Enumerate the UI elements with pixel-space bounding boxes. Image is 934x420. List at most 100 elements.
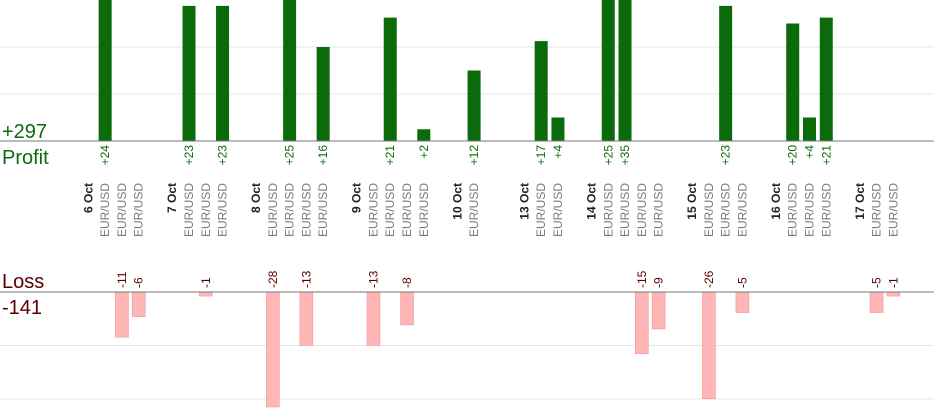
profit-value-label: +16 [316, 145, 330, 166]
date-label: 16 Oct [769, 183, 783, 220]
category-labels: EUR/USD EUR/USD EUR/USD EUR/USD EUR/USD EUR/U… [81, 183, 900, 237]
date-label: 8 Oct [249, 183, 263, 213]
pair-label: EUR/USD [182, 183, 196, 237]
loss-value-label: -26 [702, 270, 716, 288]
pair-label: EUR/USD [400, 183, 414, 237]
date-label: 6 Oct [81, 183, 95, 213]
loss-value-label: -11 [115, 271, 129, 288]
pair-label: EUR/USD [702, 183, 716, 237]
loss-value-label: -13 [299, 270, 313, 288]
pair-label: EUR/USD [551, 183, 565, 237]
loss-total: -141 [2, 297, 42, 319]
profit-value-label: +25 [601, 145, 615, 166]
pair-label: EUR/USD [534, 183, 548, 237]
profit-bar [216, 5, 230, 141]
loss-value-label: -15 [635, 270, 649, 288]
pair-label: EUR/USD [886, 183, 900, 237]
profit-value-label: +35 [618, 145, 632, 166]
loss-value-label: -5 [735, 277, 749, 288]
pair-label: EUR/USD [283, 183, 297, 237]
date-label: 7 Oct [165, 183, 179, 213]
loss-label: Loss [2, 271, 44, 293]
pair-label: EUR/USD [819, 183, 833, 237]
profit-value-label: +4 [551, 145, 565, 159]
date-label: 13 Oct [517, 183, 531, 220]
loss-bar [635, 291, 649, 354]
date-label: 10 Oct [450, 183, 464, 220]
profit-bar [383, 17, 397, 141]
profit-value-label: +23 [216, 145, 230, 166]
loss-bar [702, 291, 716, 400]
pair-label: EUR/USD [216, 183, 230, 237]
loss-value-label: -28 [266, 270, 280, 288]
date-label: 9 Oct [350, 183, 364, 213]
loss-bar [199, 291, 213, 297]
loss-value-label: -6 [132, 277, 146, 288]
loss-value-label: -5 [870, 277, 884, 288]
loss-value-label: -1 [199, 277, 213, 288]
profit-bar [417, 129, 431, 141]
profit-bar [802, 117, 816, 141]
profit-bar [283, 0, 297, 141]
pair-label: EUR/USD [802, 183, 816, 237]
value-labels: +24 -11 -6 +23 -1 +23 -28 +25 -13 +16 -13 +21 -8 +2 +1… [98, 145, 900, 288]
loss-bar [400, 291, 414, 326]
date-label: 15 Oct [685, 183, 699, 220]
profit-bar [316, 47, 330, 141]
profit-bar [786, 23, 800, 141]
profit-label: Profit [2, 147, 49, 169]
profit-bar [98, 0, 112, 141]
profit-value-label: +23 [719, 145, 733, 166]
pair-label: EUR/USD [652, 183, 666, 237]
profit-bar [601, 0, 615, 141]
loss-bar [115, 291, 129, 338]
profit-value-label: +4 [802, 145, 816, 159]
pair-label: EUR/USD [199, 183, 213, 237]
profit-value-label: +17 [534, 145, 548, 166]
date-label: 14 Oct [584, 183, 598, 220]
pair-label: EUR/USD [115, 183, 129, 237]
pair-label: EUR/USD [635, 183, 649, 237]
loss-value-label: -9 [652, 277, 666, 288]
pair-label: EUR/USD [98, 183, 112, 237]
pair-label: EUR/USD [266, 183, 280, 237]
pair-label: EUR/USD [786, 183, 800, 237]
pair-label: EUR/USD [299, 183, 313, 237]
profit-bar [819, 17, 833, 141]
profit-bar [719, 5, 733, 141]
loss-value-label: -13 [366, 270, 380, 288]
loss-bar [651, 291, 666, 330]
profit-value-label: +20 [786, 145, 800, 166]
loss-value-label: -1 [886, 277, 900, 288]
profit-bar [182, 5, 196, 141]
profit-bar [534, 41, 548, 141]
pair-label: EUR/USD [383, 183, 397, 237]
pair-label: EUR/USD [870, 183, 884, 237]
profit-value-label: +2 [417, 145, 431, 159]
pair-label: EUR/USD [719, 183, 733, 237]
profit-value-label: +23 [182, 145, 196, 166]
loss-bar [366, 291, 381, 346]
profit-bar [467, 70, 481, 141]
profit-value-label: +24 [98, 145, 112, 166]
pair-label: EUR/USD [618, 183, 632, 237]
date-label: 17 Oct [853, 183, 867, 220]
loss-bar [735, 291, 750, 313]
profit-bar [551, 117, 565, 141]
loss-bar [131, 291, 146, 317]
pair-label: EUR/USD [601, 183, 615, 237]
profit-value-label: +21 [819, 145, 833, 166]
pair-label: EUR/USD [417, 183, 431, 237]
pair-label: EUR/USD [735, 183, 749, 237]
pair-label: EUR/USD [316, 183, 330, 237]
loss-bar [886, 291, 901, 297]
pair-label: EUR/USD [132, 183, 146, 237]
gridlines [0, 46, 934, 400]
loss-bar [299, 291, 314, 346]
pair-label: EUR/USD [366, 183, 380, 237]
loss-value-label: -8 [400, 277, 414, 288]
profit-value-label: +25 [283, 145, 297, 166]
pair-label: EUR/USD [467, 183, 481, 237]
profit-bar [618, 0, 632, 141]
